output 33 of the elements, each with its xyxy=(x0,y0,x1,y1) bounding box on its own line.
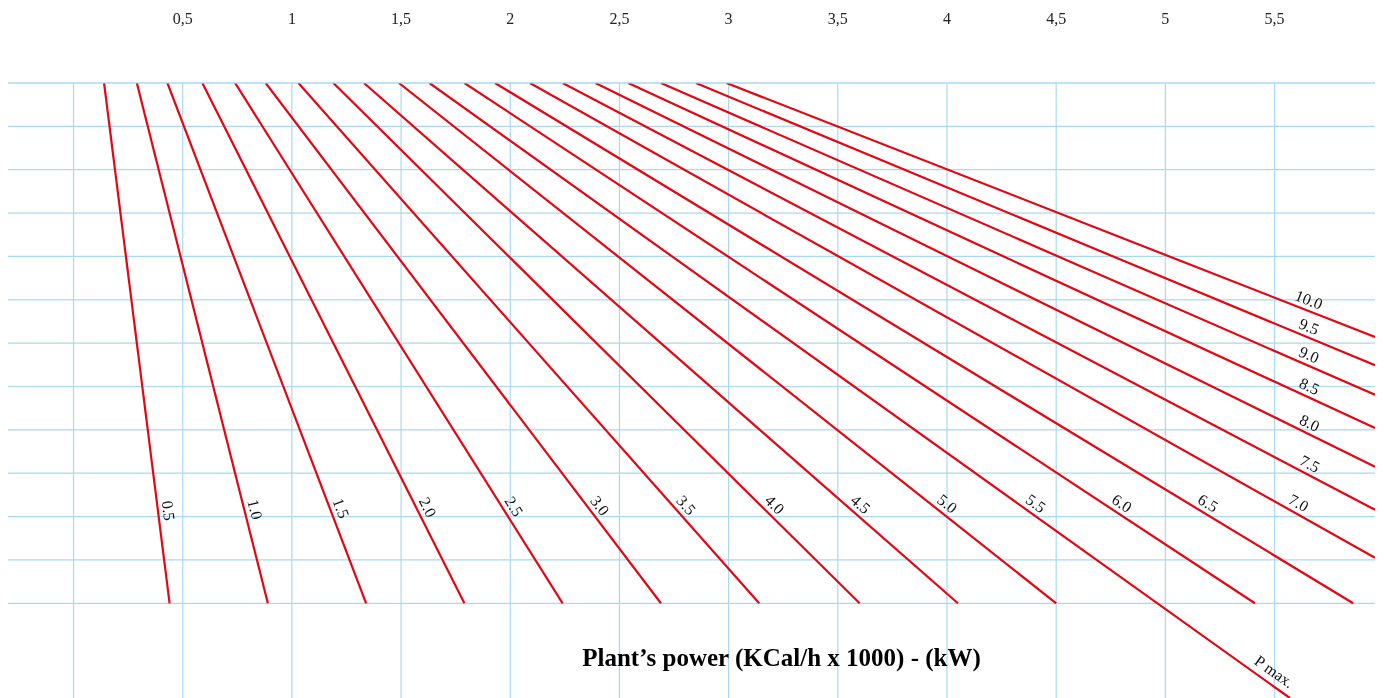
text: 6.5 xyxy=(1195,490,1221,516)
x-tick-label: 5,5 xyxy=(1264,10,1285,27)
x-tick-label: 4 xyxy=(942,10,951,27)
text: 4.0 xyxy=(761,491,788,518)
text: 9.5 xyxy=(1296,314,1322,339)
x-tick-label: 2 xyxy=(506,10,515,27)
text: 3.0 xyxy=(587,492,613,519)
text: 7.0 xyxy=(1285,490,1312,516)
text: 2.0 xyxy=(415,494,440,521)
text: 3.5 xyxy=(673,491,700,519)
x-tick-label: 5 xyxy=(1161,10,1170,27)
x-tick-label: 3 xyxy=(724,10,733,27)
text: 4.5 xyxy=(847,491,874,518)
x-tick-label: 1 xyxy=(287,10,296,27)
text: 0.5 xyxy=(158,499,179,522)
x-tick-label: 0,5 xyxy=(172,10,193,27)
x-axis-title: Plant’s power (KCal/h x 1000) - (kW) xyxy=(582,644,981,672)
x-tick-label: 2,5 xyxy=(609,10,630,27)
x-tick-label: 4,5 xyxy=(1046,10,1067,27)
text: 2.5 xyxy=(501,493,527,520)
text: 1.5 xyxy=(329,495,353,521)
text: 5.0 xyxy=(934,490,961,517)
text: 9.0 xyxy=(1296,342,1322,367)
x-tick-label: 3,5 xyxy=(827,10,848,27)
text: 6.0 xyxy=(1108,490,1135,516)
text: 8.5 xyxy=(1296,374,1323,399)
text: 8.0 xyxy=(1296,410,1323,435)
text: 1.0 xyxy=(244,497,266,522)
text: 7.5 xyxy=(1297,451,1323,476)
text: 10.0 xyxy=(1292,286,1325,313)
x-tick-label: 1,5 xyxy=(391,10,412,27)
text: 5.5 xyxy=(1022,490,1049,517)
annotation: P max. xyxy=(1251,651,1298,692)
